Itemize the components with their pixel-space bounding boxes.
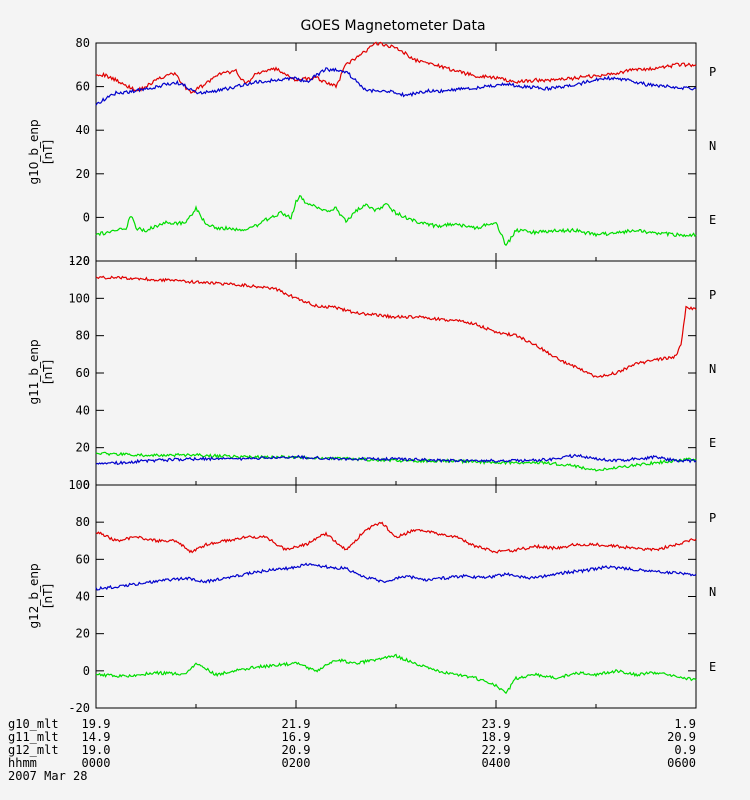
series-line-P [95, 275, 697, 378]
y-ticks-g10: -20 0 20 40 60 80 [68, 36, 696, 268]
series-line-P [95, 41, 697, 94]
panel-g11: 0 20 40 60 80 100 120 g11_b_enp [nT] P N E [27, 254, 716, 492]
legend-P: P [709, 511, 716, 525]
y-tick-label: 120 [68, 254, 90, 268]
legend-P: P [709, 65, 716, 79]
series-line-N [95, 451, 697, 472]
legend-P: P [709, 288, 716, 302]
tick-value: 22.9 [482, 743, 511, 757]
date-label: 2007 Mar 28 [8, 769, 87, 783]
series-lines-g10 [95, 41, 697, 247]
series-lines-g12 [95, 521, 697, 695]
row-label-g12-mlt: g12_mlt [8, 743, 59, 757]
y-tick-label: 60 [76, 366, 90, 380]
y-axis-unit: [nT] [41, 584, 55, 608]
tick-value: 0000 [82, 756, 111, 770]
tick-value: 0200 [282, 756, 311, 770]
tick-value: 23.9 [482, 717, 511, 731]
legend-g11: P N E [709, 288, 716, 450]
y-tick-label: -20 [68, 254, 90, 268]
legend-E: E [709, 213, 716, 227]
tick-value: 20.9 [667, 730, 696, 744]
y-tick-label: 0 [83, 478, 90, 492]
tick-value: 20.9 [282, 743, 311, 757]
y-tick-label: 80 [76, 36, 90, 50]
y-tick-label: 100 [68, 291, 90, 305]
legend-E: E [709, 436, 716, 450]
y-tick-label: 0 [83, 210, 90, 224]
y-tick-label: 40 [76, 403, 90, 417]
legend-N: N [709, 139, 716, 153]
tick-value: 0.9 [674, 743, 696, 757]
y-tick-label: 40 [76, 123, 90, 137]
tick-value: 19.0 [82, 743, 111, 757]
y-tick-label: 0 [83, 664, 90, 678]
y-axis-label: g12_b_enp [27, 563, 41, 628]
y-tick-label: 20 [76, 167, 90, 181]
x-axis-table: g10_mlt g11_mlt g12_mlt hhmm 2007 Mar 28… [8, 717, 696, 783]
row-label-hhmm: hhmm [8, 756, 37, 770]
series-line-P [95, 521, 697, 554]
plot-frame [95, 260, 697, 486]
plot-frame [95, 484, 697, 709]
tick-value: 16.9 [282, 730, 311, 744]
y-tick-label: 60 [76, 80, 90, 94]
tick-value: 1.9 [674, 717, 696, 731]
y-axis-label: g10_b_enp [27, 119, 41, 184]
y-tick-label: 80 [76, 515, 90, 529]
row-label-g11-mlt: g11_mlt [8, 730, 59, 744]
series-line-E [95, 562, 697, 591]
legend-N: N [709, 362, 716, 376]
y-tick-label: 100 [68, 478, 90, 492]
y-axis-unit: [nT] [41, 140, 55, 164]
y-tick-label: 60 [76, 552, 90, 566]
legend-N: N [709, 585, 716, 599]
chart-title: GOES Magnetometer Data [300, 18, 485, 34]
tick-value: 0600 [667, 756, 696, 770]
y-tick-label: 40 [76, 590, 90, 604]
tick-value: 14.9 [82, 730, 111, 744]
series-line-N [95, 194, 697, 247]
tick-value: 19.9 [82, 717, 111, 731]
y-axis-unit: [nT] [41, 360, 55, 384]
y-tick-label: -20 [68, 701, 90, 715]
series-line-N [95, 653, 697, 695]
y-tick-label: 20 [76, 441, 90, 455]
legend-g10: P N E [709, 65, 716, 227]
series-lines-g11 [95, 275, 697, 472]
x-axis-ticks [95, 43, 697, 708]
y-tick-label: 80 [76, 329, 90, 343]
legend-E: E [709, 660, 716, 674]
y-axis-label: g11_b_enp [27, 339, 41, 404]
tick-value: 21.9 [282, 717, 311, 731]
row-label-g10-mlt: g10_mlt [8, 717, 59, 731]
legend-g12: P N E [709, 511, 716, 674]
series-line-E [95, 67, 697, 106]
y-tick-label: 20 [76, 627, 90, 641]
panel-g10: -20 0 20 40 60 80 g10_b_enp [nT] P N E [27, 36, 716, 268]
series-line-E [95, 453, 697, 466]
panel-g12: -20 0 20 40 60 80 100 g12_b_enp [nT] P N E [27, 478, 716, 715]
y-ticks-g12: -20 0 20 40 60 80 100 [68, 478, 696, 715]
tick-value: 0400 [482, 756, 511, 770]
tick-value: 18.9 [482, 730, 511, 744]
